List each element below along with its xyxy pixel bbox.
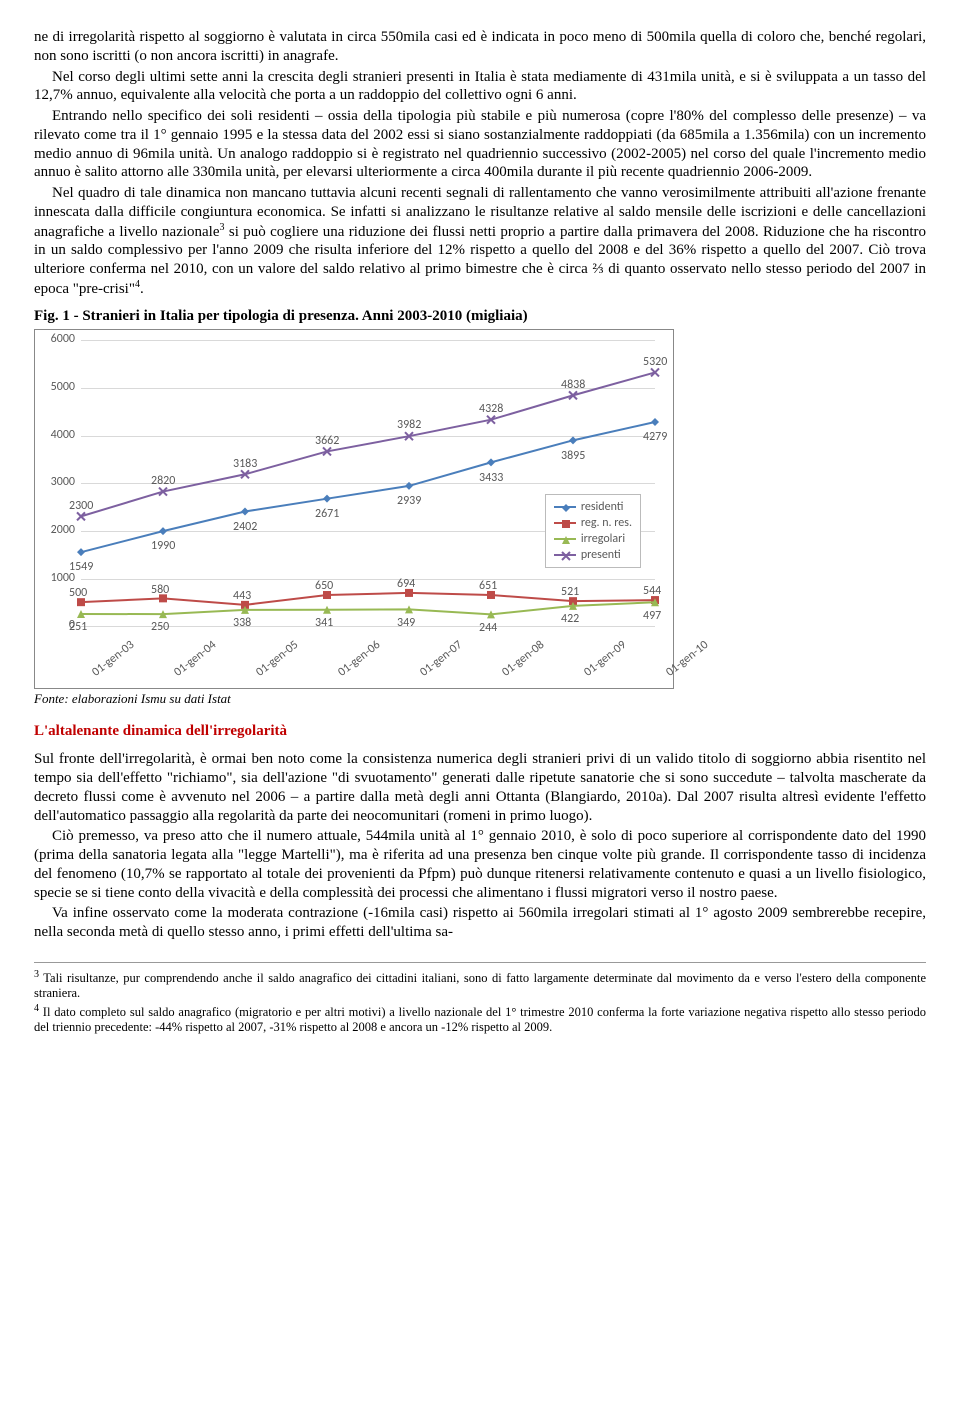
text: Sul fronte dell'irregolarità, è ormai be… (34, 751, 926, 823)
data-label: 349 (397, 616, 415, 631)
figure-title: Fig. 1 - Stranieri in Italia per tipolog… (34, 307, 926, 326)
marker (569, 437, 577, 445)
footnote-text: Il dato completo sul saldo anagrafico (m… (34, 1005, 926, 1034)
marker (487, 459, 495, 467)
data-label: 338 (233, 616, 251, 631)
data-label: 651 (479, 579, 497, 594)
text: Nel corso degli ultimi sette anni la cre… (34, 69, 926, 104)
data-label: 251 (69, 620, 87, 635)
paragraph: Va infine osservato come la moderata con… (34, 904, 926, 942)
marker (77, 548, 85, 556)
chart-fig1: 010002000300040005000600001-gen-0301-gen… (34, 329, 674, 689)
data-label: 244 (479, 621, 497, 636)
data-label: 4328 (479, 402, 503, 417)
legend-item: residenti (554, 499, 632, 515)
data-label: 521 (561, 585, 579, 600)
data-label: 341 (315, 616, 333, 631)
source-text: Fonte: elaborazioni Ismu su dati Istat (34, 691, 231, 706)
data-label: 650 (315, 579, 333, 594)
data-label: 4279 (643, 430, 667, 445)
data-label: 3183 (233, 457, 257, 472)
footnote-3: 3 Tali risultanze, pur comprendendo anch… (34, 969, 926, 1001)
data-label: 497 (643, 609, 661, 624)
data-label: 2939 (397, 494, 421, 509)
data-label: 3895 (561, 449, 585, 464)
data-label: 3433 (479, 471, 503, 486)
footnote-4: 4 Il dato completo sul saldo anagrafico … (34, 1003, 926, 1035)
marker (651, 418, 659, 426)
figure-source: Fonte: elaborazioni Ismu su dati Istat (34, 691, 926, 707)
paragraph: Entrando nello specifico dei soli reside… (34, 107, 926, 182)
paragraph: Sul fronte dell'irregolarità, è ormai be… (34, 750, 926, 825)
marker (323, 495, 331, 503)
data-label: 694 (397, 577, 415, 592)
data-label: 5320 (643, 355, 667, 370)
text: Ciò premesso, va preso atto che il numer… (34, 828, 926, 900)
data-label: 2402 (233, 520, 257, 535)
footnote-ref-4: 4 (135, 279, 140, 290)
footnote-text: Tali risultanze, pur comprendendo anche … (34, 971, 926, 1000)
paragraph: Nel quadro di tale dinamica non mancano … (34, 184, 926, 299)
paragraph: Nel corso degli ultimi sette anni la cre… (34, 68, 926, 106)
paragraph: Ciò premesso, va preso atto che il numer… (34, 827, 926, 902)
data-label: 250 (151, 620, 169, 635)
data-label: 580 (151, 583, 169, 598)
data-label: 422 (561, 612, 579, 627)
data-label: 544 (643, 584, 661, 599)
marker (405, 482, 413, 490)
data-label: 443 (233, 589, 251, 604)
data-label: 2300 (69, 499, 93, 514)
text: ne di irregolarità rispetto al soggiorno… (34, 29, 926, 64)
text: Va infine osservato come la moderata con… (34, 905, 926, 940)
data-label: 1990 (151, 539, 175, 554)
data-label: 3662 (315, 434, 339, 449)
data-label: 1549 (69, 560, 93, 575)
data-label: 3982 (397, 418, 421, 433)
data-label: 500 (69, 586, 87, 601)
data-label: 2671 (315, 507, 339, 522)
paragraph: ne di irregolarità rispetto al soggiorno… (34, 28, 926, 66)
data-label: 4838 (561, 378, 585, 393)
legend: residentireg. n. res.irregolaripresenti (545, 494, 641, 568)
data-label: 2820 (151, 474, 175, 489)
section-heading: L'altalenante dinamica dell'irregolarità (34, 722, 926, 741)
footnotes: 3 Tali risultanze, pur comprendendo anch… (34, 962, 926, 1035)
marker (159, 527, 167, 535)
text: Entrando nello specifico dei soli reside… (34, 108, 926, 180)
marker (241, 508, 249, 516)
